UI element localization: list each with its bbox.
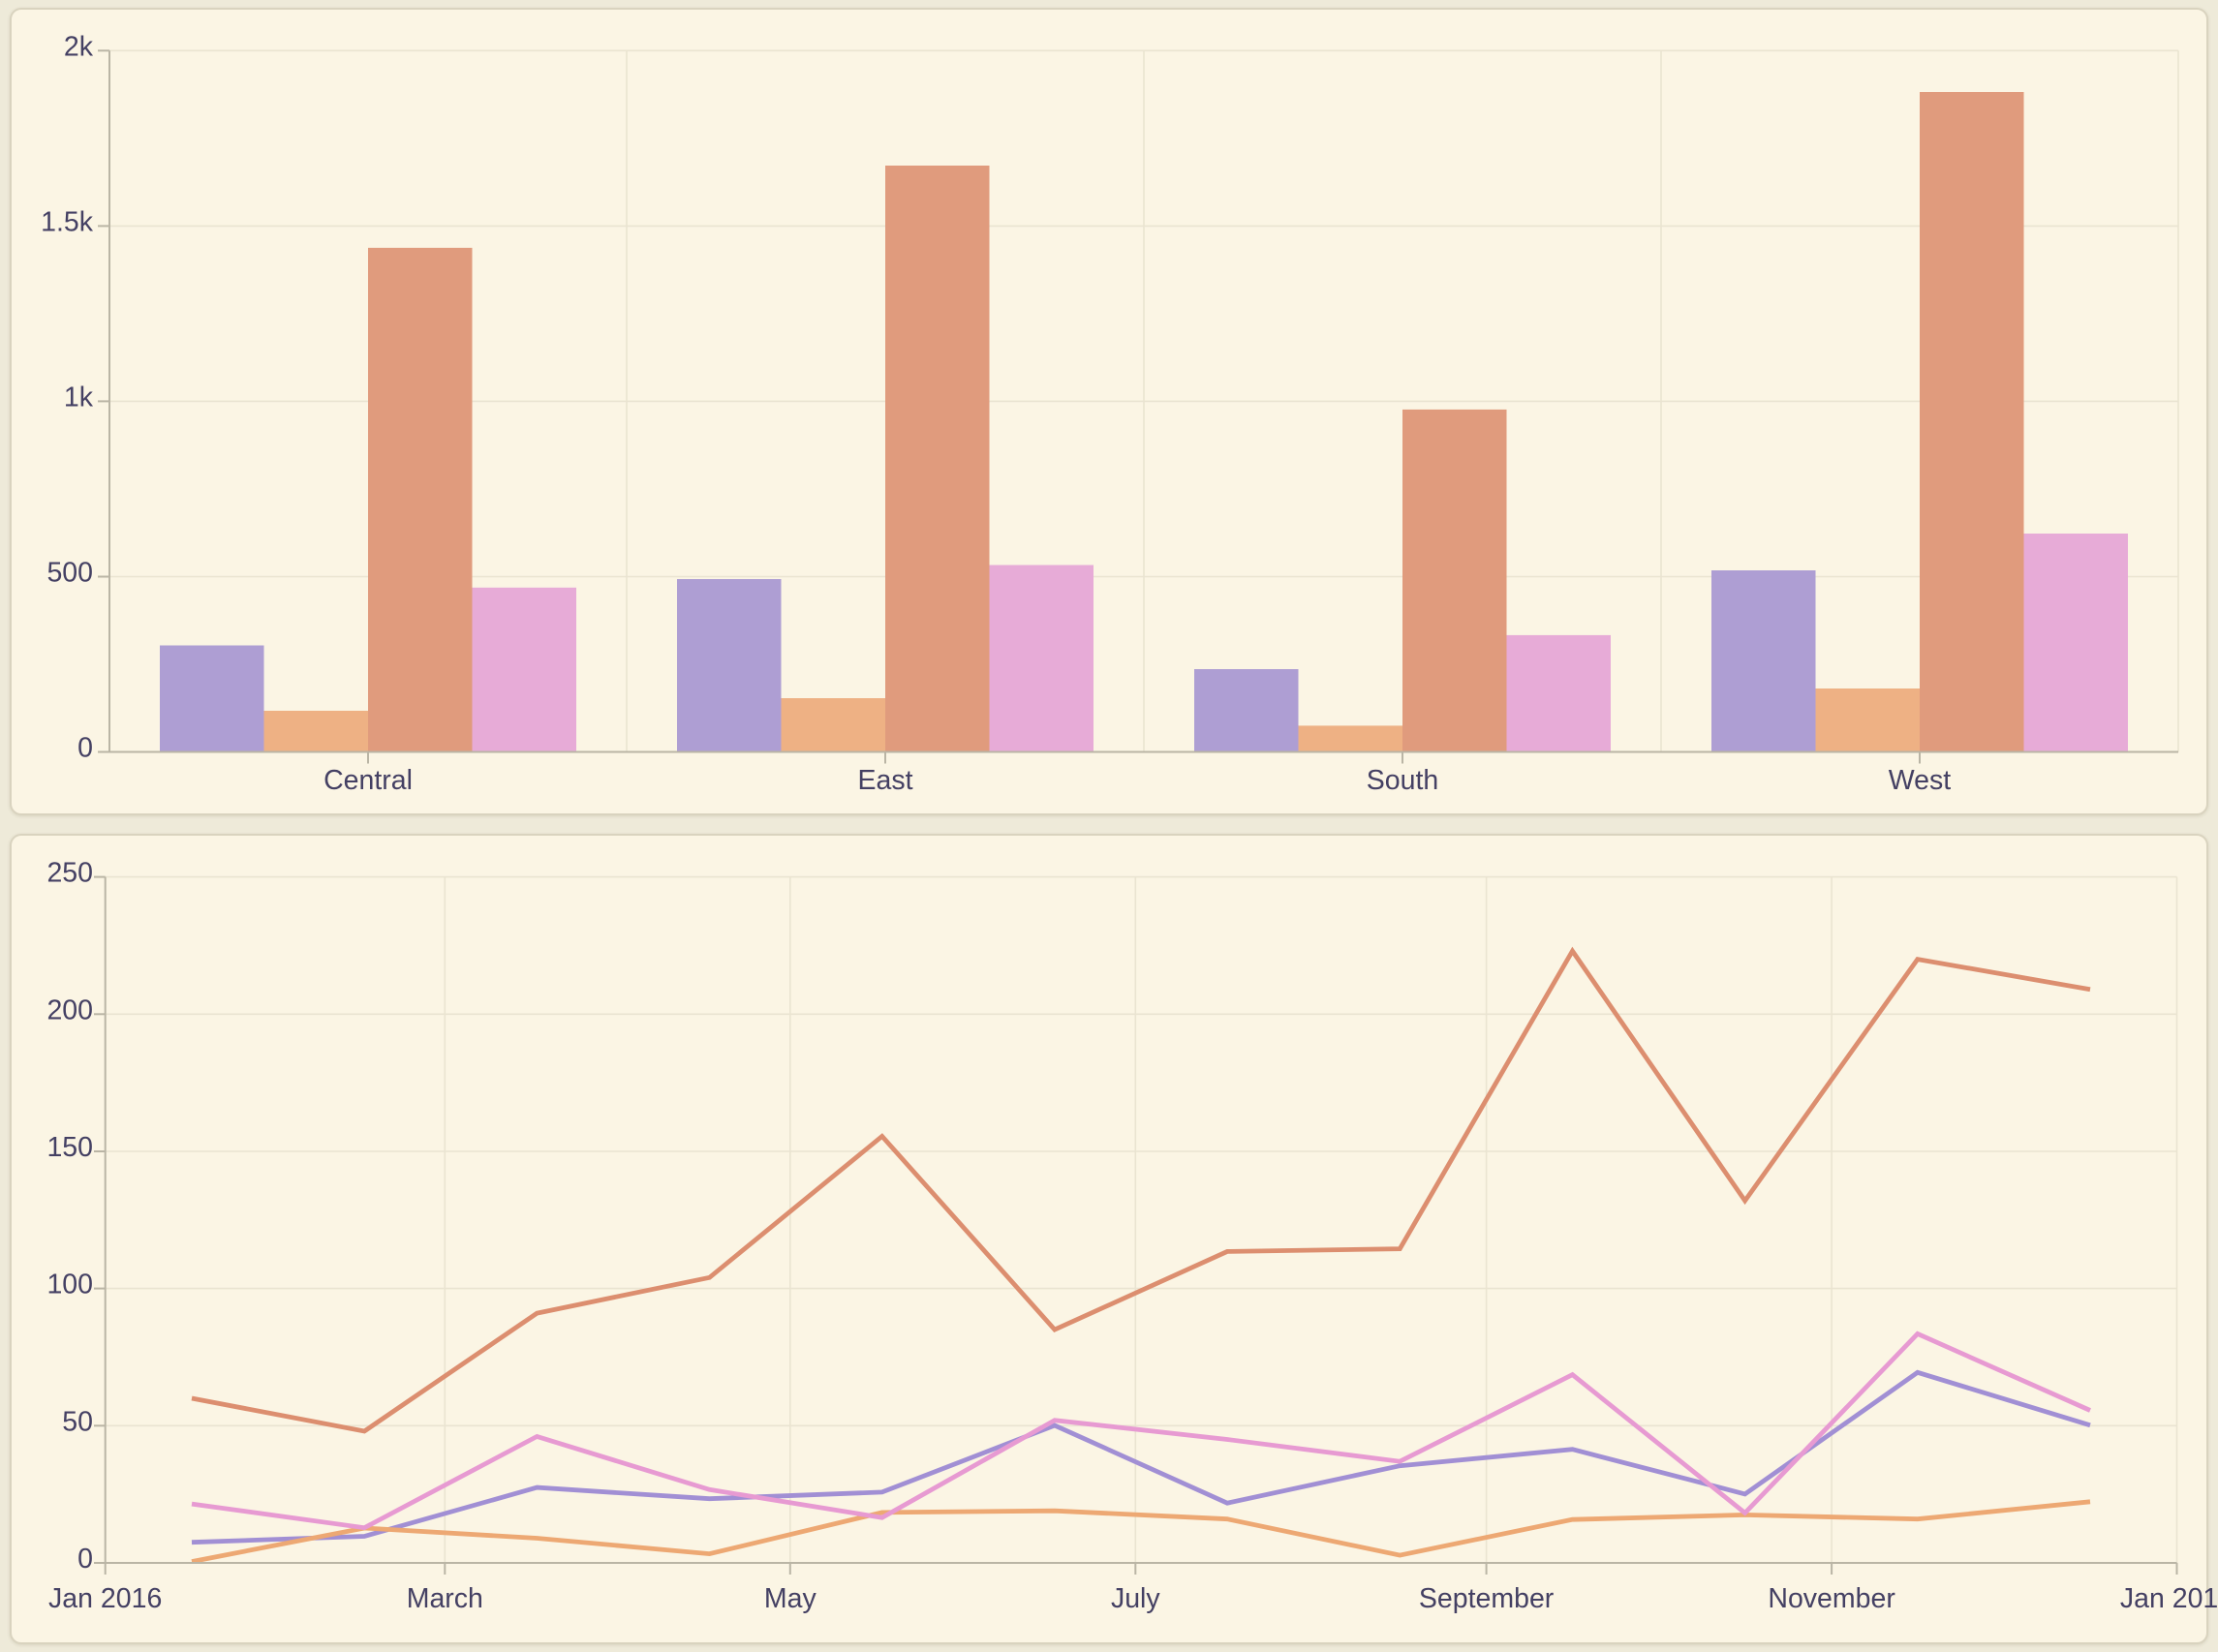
svg-text:May: May	[764, 1583, 817, 1614]
svg-text:250: 250	[46, 858, 93, 889]
svg-text:September: September	[1419, 1583, 1555, 1614]
svg-text:July: July	[1111, 1583, 1160, 1614]
svg-text:500: 500	[46, 558, 93, 589]
svg-text:1k: 1k	[64, 382, 94, 413]
svg-text:South: South	[1367, 765, 1438, 796]
svg-text:Central: Central	[323, 765, 413, 796]
svg-text:1.5k: 1.5k	[41, 206, 94, 237]
svg-text:200: 200	[46, 994, 93, 1025]
svg-text:50: 50	[62, 1406, 93, 1437]
svg-text:150: 150	[46, 1132, 93, 1163]
svg-text:Jan 2017: Jan 2017	[2120, 1583, 2218, 1614]
svg-text:0: 0	[77, 733, 93, 764]
svg-text:West: West	[1889, 765, 1951, 796]
svg-text:0: 0	[77, 1544, 93, 1575]
svg-text:2k: 2k	[64, 31, 94, 62]
svg-text:November: November	[1768, 1583, 1895, 1614]
svg-text:Jan 2016: Jan 2016	[48, 1583, 162, 1614]
svg-text:East: East	[857, 765, 912, 796]
svg-text:March: March	[407, 1583, 483, 1614]
svg-text:100: 100	[46, 1270, 93, 1300]
